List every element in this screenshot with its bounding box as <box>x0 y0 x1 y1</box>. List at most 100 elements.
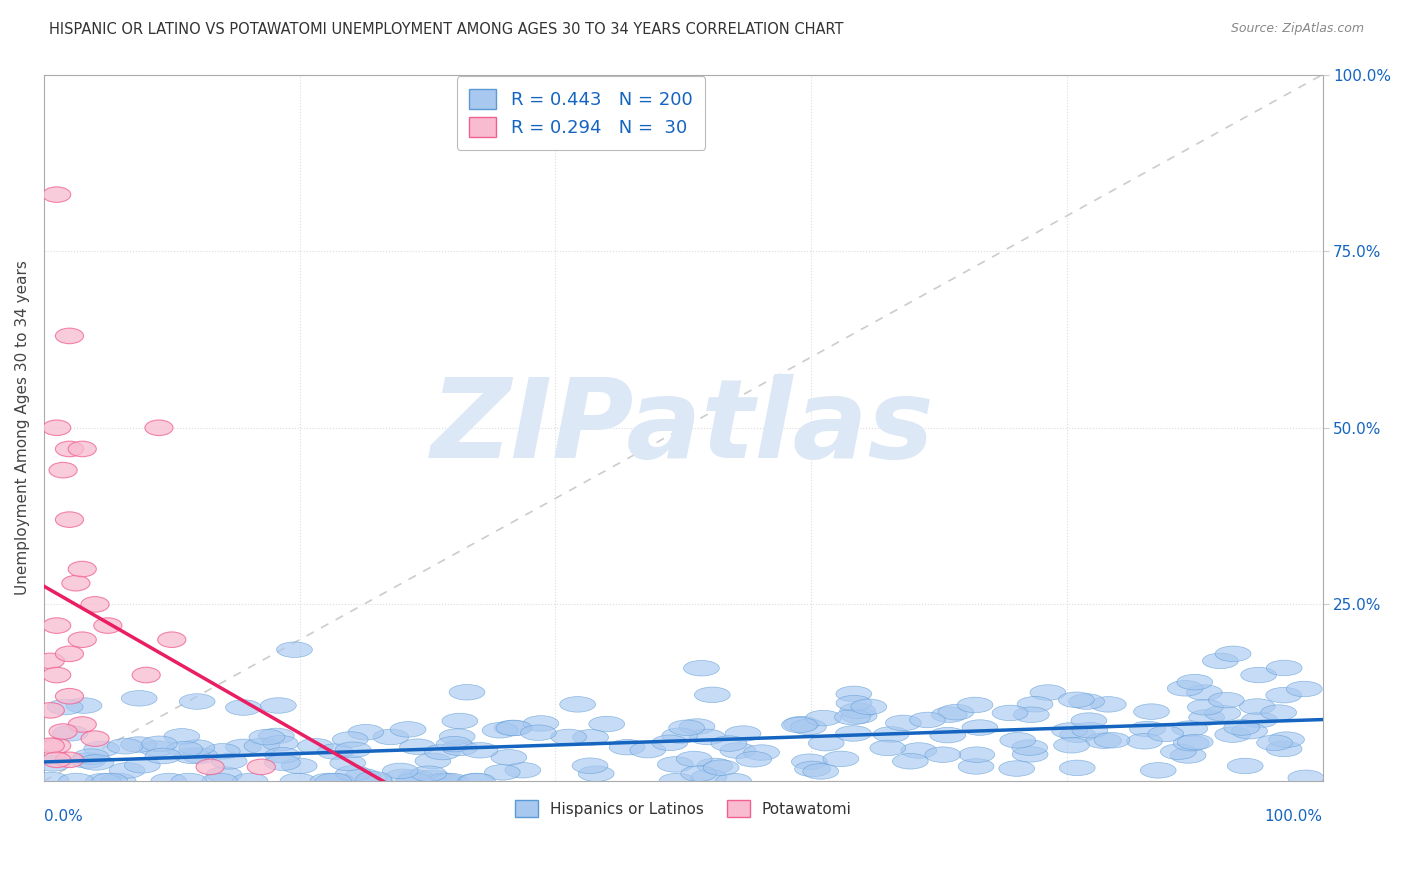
Ellipse shape <box>319 773 354 789</box>
Ellipse shape <box>560 697 596 712</box>
Ellipse shape <box>835 709 870 725</box>
Ellipse shape <box>67 632 97 648</box>
Ellipse shape <box>495 720 530 736</box>
Ellipse shape <box>482 723 517 738</box>
Ellipse shape <box>356 772 392 787</box>
Ellipse shape <box>67 561 97 577</box>
Ellipse shape <box>298 739 333 754</box>
Ellipse shape <box>1014 707 1049 723</box>
Ellipse shape <box>260 698 297 714</box>
Ellipse shape <box>659 773 695 789</box>
Ellipse shape <box>1205 706 1240 721</box>
Ellipse shape <box>959 747 994 763</box>
Ellipse shape <box>42 667 70 682</box>
Ellipse shape <box>1171 721 1208 737</box>
Ellipse shape <box>697 758 733 773</box>
Ellipse shape <box>225 699 262 715</box>
Ellipse shape <box>901 743 936 758</box>
Ellipse shape <box>247 759 276 774</box>
Ellipse shape <box>441 714 478 729</box>
Ellipse shape <box>1265 688 1302 703</box>
Ellipse shape <box>957 698 993 713</box>
Ellipse shape <box>1091 697 1126 712</box>
Ellipse shape <box>249 730 285 745</box>
Ellipse shape <box>398 770 434 785</box>
Ellipse shape <box>841 708 877 723</box>
Ellipse shape <box>94 618 122 633</box>
Ellipse shape <box>165 729 200 744</box>
Ellipse shape <box>1059 760 1095 776</box>
Ellipse shape <box>1227 758 1263 773</box>
Ellipse shape <box>225 739 262 755</box>
Ellipse shape <box>1147 726 1184 741</box>
Ellipse shape <box>357 773 392 789</box>
Ellipse shape <box>396 773 432 789</box>
Ellipse shape <box>1267 660 1302 676</box>
Ellipse shape <box>658 756 693 772</box>
Ellipse shape <box>195 759 224 774</box>
Ellipse shape <box>1012 747 1047 762</box>
Ellipse shape <box>82 731 110 747</box>
Ellipse shape <box>783 716 820 731</box>
Ellipse shape <box>1267 741 1302 756</box>
Ellipse shape <box>1069 694 1105 709</box>
Ellipse shape <box>62 575 90 591</box>
Ellipse shape <box>925 747 960 763</box>
Ellipse shape <box>484 764 520 780</box>
Ellipse shape <box>744 745 779 760</box>
Ellipse shape <box>681 766 717 781</box>
Ellipse shape <box>1208 692 1244 708</box>
Ellipse shape <box>436 737 472 752</box>
Ellipse shape <box>415 753 451 769</box>
Ellipse shape <box>344 769 381 784</box>
Ellipse shape <box>870 740 905 756</box>
Ellipse shape <box>695 687 730 703</box>
Ellipse shape <box>211 754 247 769</box>
Ellipse shape <box>259 728 294 744</box>
Ellipse shape <box>37 738 65 754</box>
Ellipse shape <box>423 773 460 789</box>
Ellipse shape <box>207 767 242 782</box>
Ellipse shape <box>55 689 83 704</box>
Ellipse shape <box>463 742 498 758</box>
Ellipse shape <box>790 719 827 735</box>
Ellipse shape <box>792 754 827 770</box>
Ellipse shape <box>132 667 160 682</box>
Ellipse shape <box>523 715 558 731</box>
Ellipse shape <box>1071 713 1107 729</box>
Ellipse shape <box>1240 667 1277 682</box>
Ellipse shape <box>938 705 974 720</box>
Ellipse shape <box>1170 747 1206 764</box>
Ellipse shape <box>1223 720 1260 735</box>
Ellipse shape <box>70 753 105 768</box>
Ellipse shape <box>82 597 110 612</box>
Ellipse shape <box>145 420 173 435</box>
Ellipse shape <box>121 737 156 752</box>
Ellipse shape <box>263 735 298 751</box>
Text: 100.0%: 100.0% <box>1264 809 1323 824</box>
Ellipse shape <box>1071 723 1108 738</box>
Ellipse shape <box>55 442 83 457</box>
Ellipse shape <box>1012 739 1047 756</box>
Legend: Hispanics or Latinos, Potawatomi: Hispanics or Latinos, Potawatomi <box>509 794 858 822</box>
Ellipse shape <box>837 686 872 702</box>
Ellipse shape <box>37 703 65 718</box>
Ellipse shape <box>55 752 83 768</box>
Ellipse shape <box>59 773 94 789</box>
Ellipse shape <box>1053 738 1090 753</box>
Ellipse shape <box>67 442 97 457</box>
Ellipse shape <box>1031 685 1066 700</box>
Ellipse shape <box>1085 733 1122 748</box>
Ellipse shape <box>84 741 120 756</box>
Ellipse shape <box>49 723 77 739</box>
Ellipse shape <box>37 653 65 669</box>
Ellipse shape <box>823 751 859 766</box>
Ellipse shape <box>55 512 83 527</box>
Ellipse shape <box>1215 646 1251 662</box>
Ellipse shape <box>669 720 704 736</box>
Ellipse shape <box>931 706 967 723</box>
Ellipse shape <box>689 729 725 745</box>
Ellipse shape <box>277 642 312 657</box>
Ellipse shape <box>1177 734 1213 750</box>
Ellipse shape <box>172 773 207 789</box>
